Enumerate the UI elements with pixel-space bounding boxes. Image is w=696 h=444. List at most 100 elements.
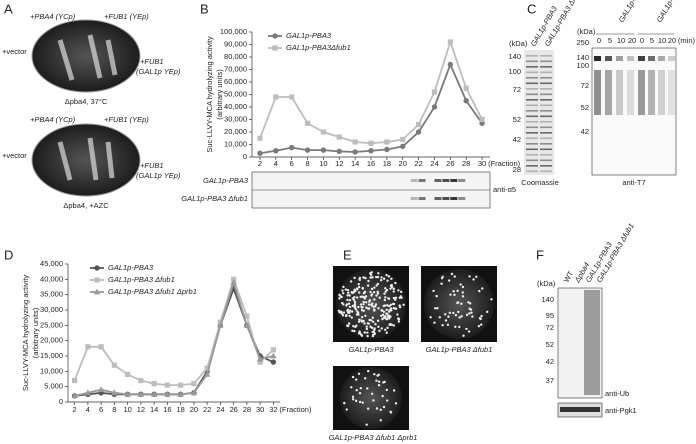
band <box>450 179 458 182</box>
colony <box>373 286 376 289</box>
x-tick-label: 20 <box>399 159 407 168</box>
label: +PBA4 (YCp) <box>30 115 76 124</box>
colony <box>342 285 345 289</box>
band <box>526 55 538 57</box>
colony <box>372 290 376 294</box>
row-label: GAL1p-PBA3 <box>203 176 249 185</box>
band <box>442 197 450 200</box>
label: +FUB1 (YEp) <box>104 115 149 124</box>
colony <box>389 287 392 290</box>
colony <box>398 296 402 299</box>
colony <box>465 327 468 331</box>
colony <box>384 287 387 290</box>
antibody-label: anti-Ub <box>605 389 629 398</box>
plate <box>31 19 141 93</box>
colony <box>377 325 380 329</box>
x-tick-label: 12 <box>137 405 145 414</box>
colony <box>486 310 489 314</box>
colony <box>370 319 373 322</box>
marker <box>111 362 117 368</box>
band <box>540 159 552 162</box>
marker-label: 52 <box>581 103 589 112</box>
colony <box>449 293 452 296</box>
colony <box>365 327 369 331</box>
colony <box>375 294 378 297</box>
colony <box>370 287 374 291</box>
smear <box>668 70 675 115</box>
unit: (kDa) <box>577 27 596 36</box>
colony <box>345 408 348 411</box>
colony <box>362 300 365 304</box>
marker <box>98 344 104 350</box>
colony <box>392 287 395 290</box>
marker-label: 140 <box>508 52 521 61</box>
band <box>526 121 538 123</box>
colony <box>394 298 397 302</box>
unit: (kDa) <box>537 279 556 288</box>
y-tick-label: 60,000 <box>224 77 247 86</box>
band <box>540 148 552 151</box>
colony <box>468 312 471 315</box>
colony <box>396 313 399 316</box>
time-label: 0 <box>597 36 601 45</box>
band <box>526 93 538 96</box>
colony <box>371 302 374 305</box>
marker <box>415 129 422 135</box>
marker <box>416 121 422 128</box>
marker-label: 42 <box>546 357 554 366</box>
y-tick-label: 90,000 <box>224 39 247 48</box>
colony <box>374 275 378 279</box>
colony <box>386 399 389 402</box>
band <box>540 88 552 90</box>
band <box>540 71 552 74</box>
marker <box>320 147 327 153</box>
y-tick-label: 100,000 <box>220 27 247 36</box>
colony <box>360 319 363 322</box>
marker <box>164 390 171 397</box>
colony <box>354 308 358 311</box>
marker <box>400 136 406 143</box>
colony <box>447 279 451 282</box>
y-tick-label: 40,000 <box>40 274 63 283</box>
plate <box>340 367 402 429</box>
colony <box>361 401 364 404</box>
colony <box>382 310 386 313</box>
colony <box>347 322 351 325</box>
colony <box>353 329 356 333</box>
colony <box>397 317 400 320</box>
marker <box>125 371 131 377</box>
colony <box>357 332 361 335</box>
marker-label: 72 <box>581 81 589 90</box>
band <box>540 82 552 85</box>
x-tick-label: 22 <box>414 159 422 168</box>
band <box>540 121 552 123</box>
marker <box>150 390 158 397</box>
x-tick-label: 30 <box>478 159 486 168</box>
colony <box>363 322 366 325</box>
marker <box>400 143 406 150</box>
colony <box>381 313 385 317</box>
colony <box>394 296 398 300</box>
colony <box>341 289 344 292</box>
gel <box>524 50 554 175</box>
colony <box>352 298 356 302</box>
colony <box>377 380 381 383</box>
colony <box>452 311 455 315</box>
marker-label: 100 <box>508 67 521 76</box>
band <box>526 154 538 156</box>
band <box>526 126 538 129</box>
marker-label: 95 <box>546 311 554 320</box>
colony <box>490 298 493 301</box>
colony <box>357 285 361 289</box>
colony <box>467 301 470 304</box>
colony <box>384 296 387 299</box>
colony <box>343 401 346 405</box>
colony <box>392 324 395 327</box>
colony <box>390 277 393 280</box>
band <box>540 104 552 107</box>
band <box>540 154 552 156</box>
band <box>526 159 538 162</box>
legend-marker <box>94 277 100 283</box>
band <box>450 197 458 200</box>
colony <box>363 290 367 294</box>
